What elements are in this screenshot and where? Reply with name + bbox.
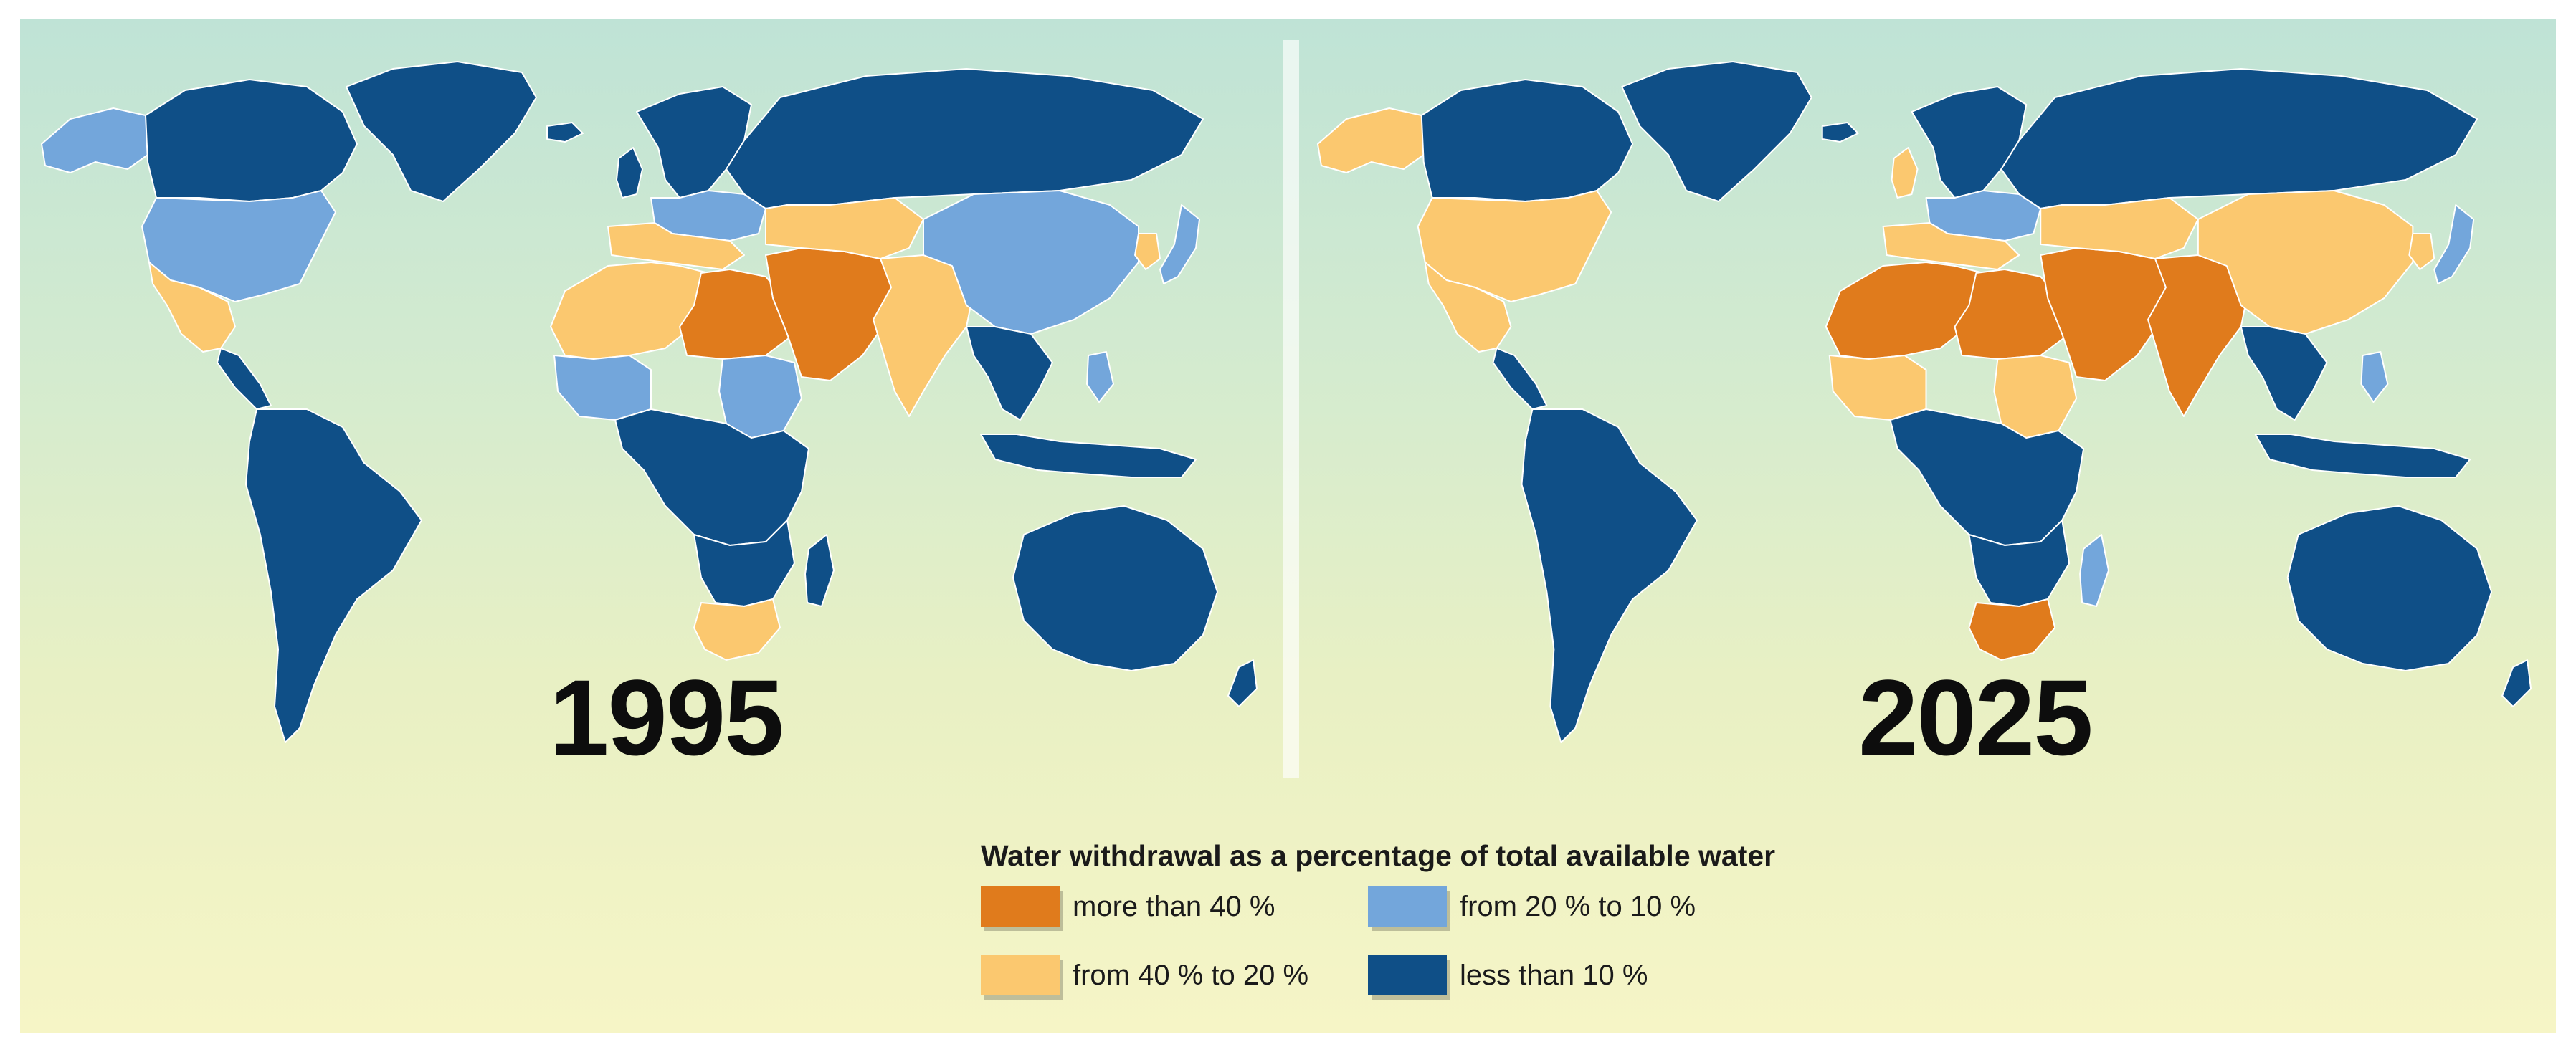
- legend: Water withdrawal as a percentage of tota…: [981, 839, 1841, 1018]
- region-japan: [2433, 204, 2475, 284]
- legend-swatch: [981, 886, 1060, 927]
- region-greenland: [346, 61, 537, 202]
- world-map-2025: [1296, 19, 2556, 807]
- legend-label: from 20 % to 10 %: [1460, 891, 1696, 922]
- region-uk: [616, 147, 643, 199]
- region-south-africa: [693, 598, 781, 661]
- region-north-america-north: [1420, 79, 1634, 202]
- region-australia: [1012, 505, 1218, 671]
- region-russia: [726, 68, 1204, 209]
- region-se-asia: [966, 326, 1053, 421]
- legend-label: from 40 % to 20 %: [1073, 960, 1309, 991]
- region-korea: [2408, 233, 2435, 270]
- region-europe-south: [607, 222, 745, 270]
- region-sudan: [1993, 355, 2078, 439]
- region-japan: [1159, 204, 1200, 284]
- region-alaska: [41, 107, 153, 173]
- region-philippines: [2360, 351, 2389, 403]
- year-label-2025: 2025: [1858, 657, 2093, 778]
- legend-swatch: [1368, 886, 1447, 927]
- region-russia: [2000, 68, 2478, 209]
- legend-label: more than 40 %: [1073, 891, 1275, 922]
- region-sahel-west: [1828, 355, 1927, 421]
- region-se-asia: [2240, 326, 2328, 421]
- legend-label: less than 10 %: [1460, 960, 1648, 991]
- region-new-zealand: [1227, 659, 1258, 707]
- legend-swatch: [981, 955, 1060, 995]
- region-central-america: [217, 348, 272, 410]
- region-china: [2197, 190, 2414, 335]
- region-europe-south: [1882, 222, 2020, 270]
- region-central-america: [1492, 348, 1548, 410]
- region-madagascar: [2079, 534, 2110, 607]
- region-indonesia: [980, 434, 1197, 478]
- region-south-america: [1521, 408, 1698, 743]
- region-philippines: [1086, 351, 1114, 403]
- map-svg-1995: [41, 61, 1258, 743]
- world-water-withdrawal-figure: 1995 2025 Water withdrawal as a percenta…: [20, 19, 2556, 1033]
- region-new-zealand: [2501, 659, 2532, 707]
- region-china: [923, 190, 1139, 335]
- region-greenland: [1621, 61, 1812, 202]
- region-madagascar: [804, 534, 835, 607]
- region-alaska: [1316, 107, 1430, 173]
- map-svg-2025: [1316, 61, 2532, 743]
- year-label-1995: 1995: [549, 657, 784, 778]
- map-divider: [1283, 40, 1299, 778]
- world-map-1995: [20, 19, 1282, 807]
- region-indonesia: [2254, 434, 2471, 478]
- region-south-america: [245, 408, 422, 743]
- region-central-asia: [765, 197, 924, 259]
- legend-swatch: [1368, 955, 1447, 995]
- region-africa-south: [1968, 520, 2071, 607]
- region-africa-south: [693, 520, 795, 607]
- region-iceland: [1821, 122, 1859, 143]
- region-central-asia: [2040, 197, 2199, 259]
- region-australia: [2286, 505, 2493, 671]
- region-sahel-west: [553, 355, 652, 421]
- region-uk: [1891, 147, 1919, 199]
- region-north-america-north: [145, 79, 358, 202]
- region-iceland: [546, 122, 584, 143]
- legend-title: Water withdrawal as a percentage of tota…: [981, 839, 1776, 872]
- region-south-africa: [1968, 598, 2056, 661]
- region-korea: [1134, 233, 1161, 270]
- region-sudan: [718, 355, 802, 439]
